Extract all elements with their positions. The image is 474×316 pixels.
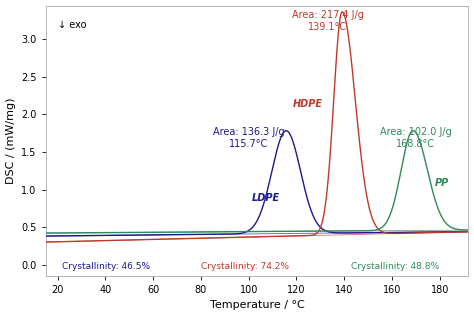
X-axis label: Temperature / °C: Temperature / °C [210, 301, 304, 310]
Text: 168.8°C: 168.8°C [396, 139, 436, 149]
Text: Crystallinity: 74.2%: Crystallinity: 74.2% [201, 262, 289, 271]
Text: LDPE: LDPE [251, 193, 280, 203]
Text: Area: 136.3 J/g: Area: 136.3 J/g [213, 127, 284, 137]
Text: 139.1°C: 139.1°C [308, 21, 347, 32]
Text: PP: PP [435, 178, 449, 188]
Text: Crystallinity: 48.8%: Crystallinity: 48.8% [351, 262, 439, 271]
Text: Area: 102.0 J/g: Area: 102.0 J/g [380, 127, 452, 137]
Text: ↓ exo: ↓ exo [57, 20, 86, 30]
Y-axis label: DSC / (mW/mg): DSC / (mW/mg) [6, 97, 16, 184]
Text: Crystallinity: 46.5%: Crystallinity: 46.5% [63, 262, 150, 271]
Text: HDPE: HDPE [293, 99, 323, 109]
Text: Area: 217.4 J/g: Area: 217.4 J/g [292, 10, 364, 20]
Text: 115.7°C: 115.7°C [229, 139, 268, 149]
